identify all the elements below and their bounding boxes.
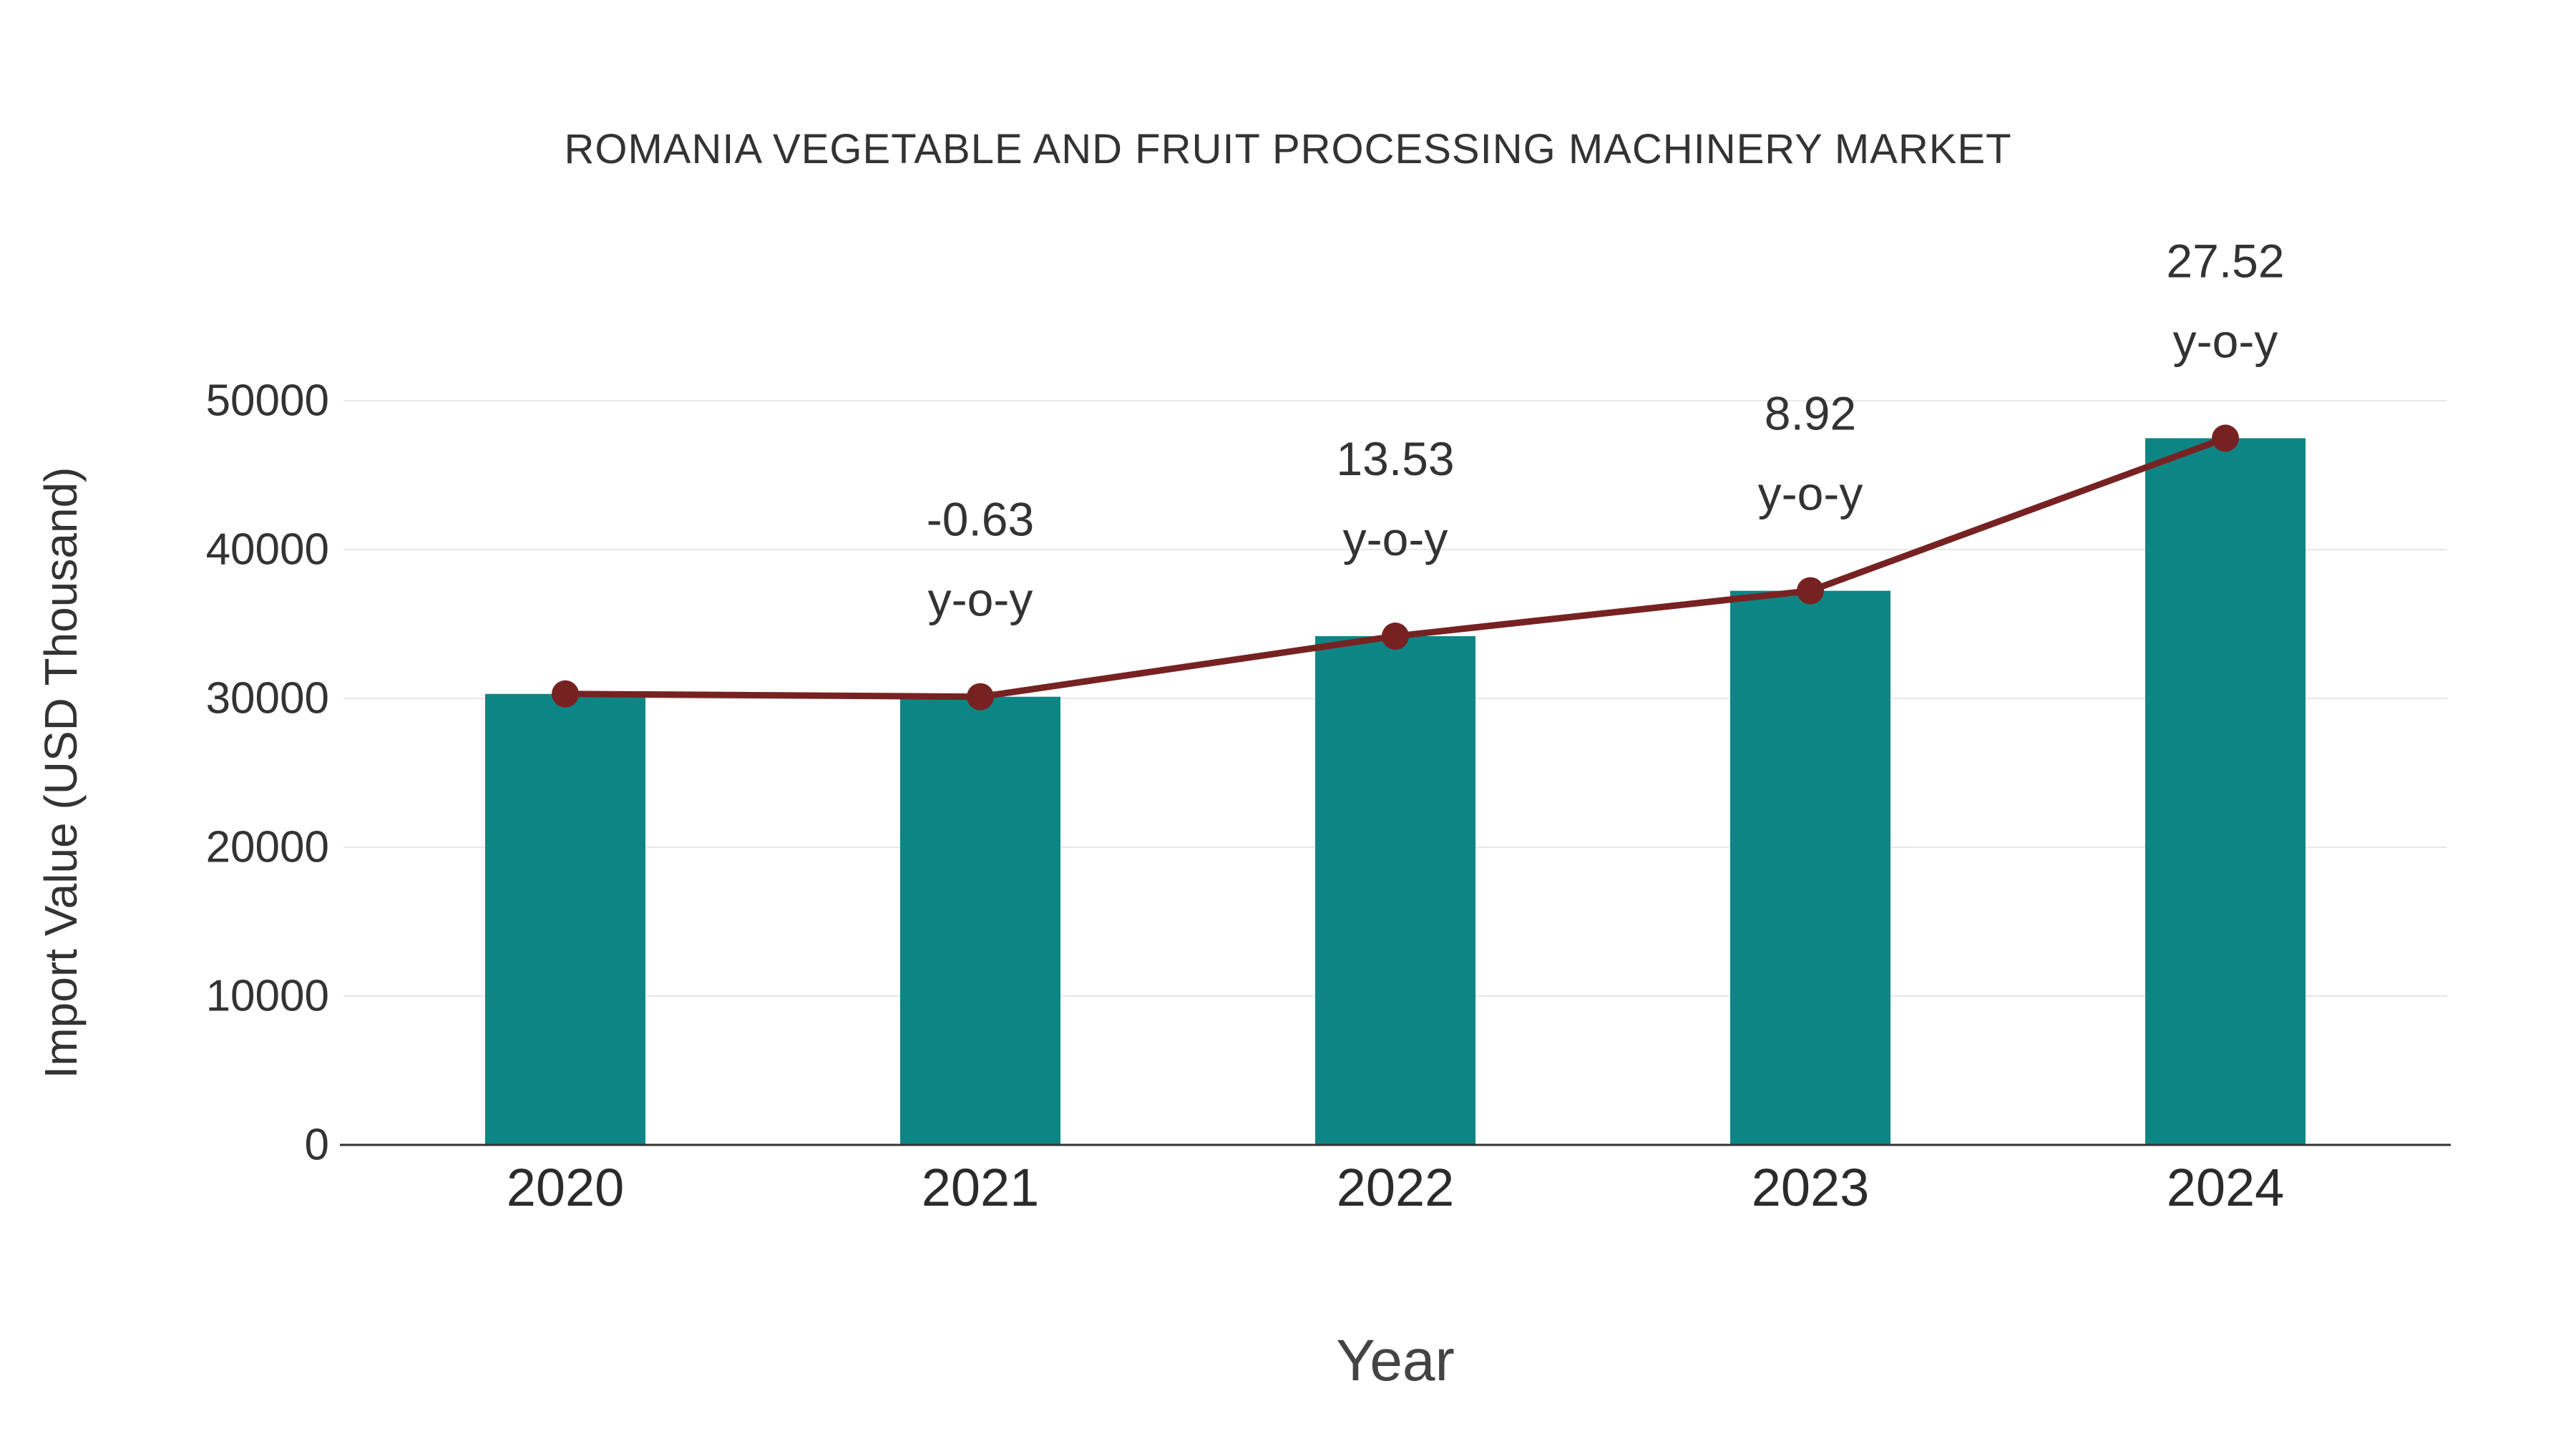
chart-title: ROMANIA VEGETABLE AND FRUIT PROCESSING M… [564,126,2012,172]
yoy-annotation-2024: 27.52 [2166,234,2284,287]
x-tick-label-2021: 2021 [922,1158,1040,1217]
yoy-annotation-2021: y-o-y [928,573,1033,626]
yoy-annotation-2022: y-o-y [1343,512,1448,565]
line-point-2020 [552,680,579,708]
yoy-annotation-2022: 13.53 [1336,432,1454,485]
x-tick-label-2024: 2024 [2167,1158,2285,1217]
yoy-annotation-2024: y-o-y [2173,314,2278,367]
y-tick-label: 50000 [206,376,329,426]
yoy-annotation-2023: 8.92 [1765,387,1856,440]
yoy-annotation-2021: -0.63 [927,493,1034,546]
y-tick-label: 0 [305,1121,329,1170]
bar-2020 [485,693,645,1145]
y-tick-label: 40000 [206,525,329,575]
x-tick-label-2023: 2023 [1752,1158,1870,1217]
line-point-2024 [2212,424,2239,452]
bar-2021 [900,696,1060,1145]
line-point-2023 [1797,577,1824,605]
yoy-annotation-2023: y-o-y [1758,467,1863,520]
x-tick-label-2020: 2020 [507,1158,625,1217]
x-axis-title: Year [1336,1328,1455,1393]
y-tick-label: 10000 [206,972,329,1021]
y-tick-label: 30000 [206,674,329,723]
line-point-2021 [967,683,994,711]
line-point-2022 [1382,623,1409,650]
bar-2022 [1315,636,1475,1145]
x-tick-label-2022: 2022 [1337,1158,1455,1217]
bar-2024 [2145,438,2306,1145]
y-tick-label: 20000 [206,823,329,872]
bar-2023 [1730,590,1890,1145]
